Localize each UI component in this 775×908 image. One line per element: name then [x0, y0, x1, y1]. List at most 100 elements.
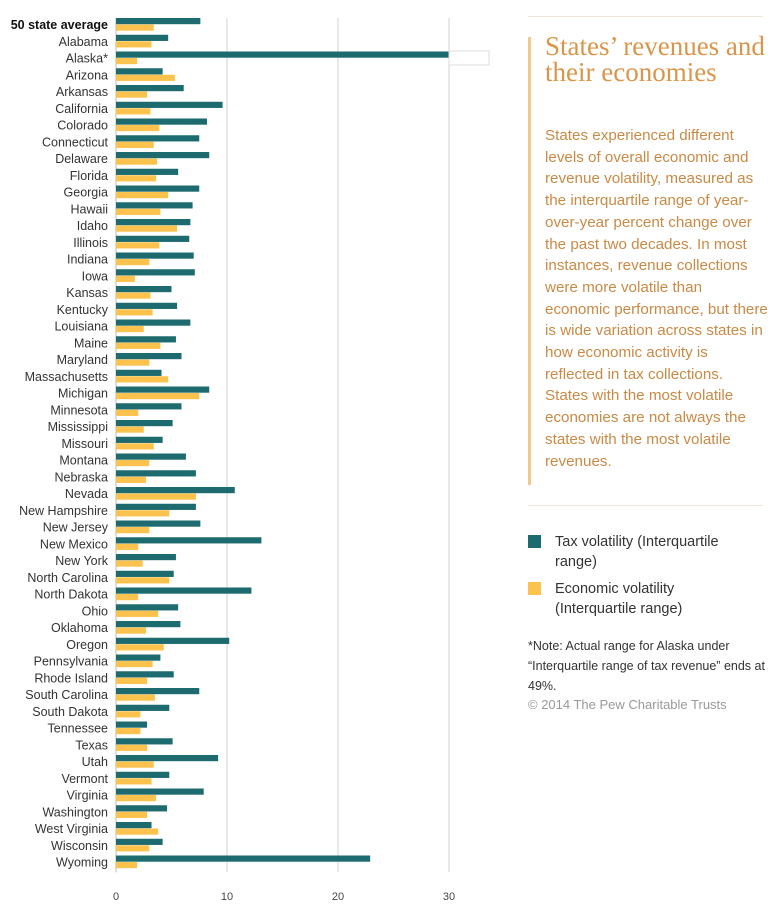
bar-tax — [116, 252, 194, 259]
bar-econ — [116, 594, 139, 601]
bar-econ — [116, 108, 151, 115]
category-label: Florida — [70, 169, 108, 183]
bar-tax — [116, 185, 200, 192]
panel-description: States experienced different levels of o… — [545, 127, 768, 470]
bar-tax — [116, 487, 235, 494]
bar-tax — [116, 470, 196, 477]
category-label: Wyoming — [56, 856, 108, 870]
bar-econ — [116, 24, 154, 31]
axis-break-marker — [448, 50, 490, 66]
bar-tax — [116, 838, 163, 845]
bar-chart: 50 state average Alabama Alaska* Arizona Ark… — [11, 18, 490, 903]
bar-econ — [116, 208, 161, 215]
category-label: North Dakota — [34, 588, 108, 602]
category-label: New Mexico — [40, 537, 108, 551]
x-tick-label: 10 — [221, 891, 233, 903]
bar-econ — [116, 778, 152, 785]
bar-tax — [116, 235, 190, 242]
category-label: Michigan — [58, 387, 108, 401]
legend-swatch-econ — [528, 582, 541, 595]
bar-tax — [116, 269, 195, 276]
category-label: West Virginia — [35, 822, 108, 836]
category-label: South Dakota — [32, 705, 108, 719]
bar-tax — [116, 771, 170, 778]
legend-item-econ: Economic volatility (Interquartile range… — [528, 579, 768, 619]
panel-divider — [528, 505, 763, 506]
copyright: © 2014 The Pew Charitable Trusts — [528, 697, 727, 712]
category-label: Indiana — [67, 253, 108, 267]
bar-econ — [116, 677, 148, 684]
bar-tax — [116, 420, 173, 427]
category-label: Idaho — [77, 219, 108, 233]
x-tick-label: 20 — [332, 891, 344, 903]
legend: Tax volatility (Interquartile range) Eco… — [528, 532, 768, 626]
category-label: 50 state average — [11, 18, 108, 32]
bar-econ — [116, 728, 141, 735]
category-label: Virginia — [67, 789, 109, 803]
bar-econ — [116, 443, 154, 450]
bar-tax — [116, 805, 168, 812]
panel-top-divider — [528, 16, 763, 17]
bar-econ — [116, 493, 196, 500]
bar-econ — [116, 610, 159, 617]
category-label: Utah — [82, 755, 108, 769]
category-label: Oregon — [66, 638, 108, 652]
bar-tax — [116, 202, 193, 209]
category-label: Delaware — [55, 152, 108, 166]
x-tick-label: 30 — [443, 891, 455, 903]
category-label: Wisconsin — [51, 839, 108, 853]
category-label: Pennsylvania — [34, 655, 108, 669]
bar-econ — [116, 192, 169, 199]
bar-tax — [116, 302, 178, 309]
bar-tax — [116, 386, 210, 393]
category-label: Nevada — [65, 487, 108, 501]
category-label: Kansas — [66, 286, 108, 300]
bar-tax — [116, 738, 173, 745]
bar-econ — [116, 292, 151, 299]
bar-tax — [116, 604, 179, 611]
bar-tax — [116, 671, 174, 678]
bar-econ — [116, 41, 152, 48]
category-label: Kentucky — [57, 303, 109, 317]
legend-item-tax: Tax volatility (Interquartile range) — [528, 532, 768, 572]
bar-econ — [116, 527, 150, 534]
bar-tax — [116, 453, 186, 460]
category-label: Maine — [74, 336, 108, 350]
bar-econ — [116, 577, 170, 584]
bar-tax — [116, 152, 210, 159]
legend-swatch-tax — [528, 535, 541, 548]
bar-econ — [116, 91, 148, 98]
category-label: Mississippi — [48, 420, 108, 434]
category-label: Alabama — [59, 35, 108, 49]
category-label: Georgia — [64, 186, 109, 200]
bar-tax — [116, 654, 161, 661]
bar-econ — [116, 376, 169, 383]
bar-econ — [116, 74, 175, 81]
category-label: New Hampshire — [19, 504, 108, 518]
bar-econ — [116, 476, 146, 483]
category-label: Montana — [59, 454, 108, 468]
category-label: Connecticut — [42, 135, 109, 149]
legend-label-econ: Economic volatility (Interquartile range… — [555, 581, 683, 617]
bar-econ — [116, 510, 170, 517]
bar-econ — [116, 644, 164, 651]
bar-tax — [116, 353, 182, 360]
category-label: Massachusetts — [25, 370, 108, 384]
bar-econ — [116, 761, 154, 768]
bar-tax — [116, 168, 179, 175]
category-label: Vermont — [61, 772, 108, 786]
category-label: Minnesota — [50, 403, 108, 417]
bar-tax — [116, 755, 219, 762]
bar-econ — [116, 393, 200, 400]
category-label: Washington — [42, 805, 108, 819]
bar-econ — [116, 795, 156, 802]
category-label: Texas — [75, 738, 108, 752]
bar-tax — [116, 68, 163, 75]
bar-econ — [116, 309, 153, 316]
bar-tax — [116, 855, 371, 862]
bar-econ — [116, 460, 150, 467]
bar-tax — [116, 537, 262, 544]
bar-tax — [116, 637, 230, 644]
category-label: Colorado — [57, 119, 108, 133]
bar-econ — [116, 426, 144, 433]
